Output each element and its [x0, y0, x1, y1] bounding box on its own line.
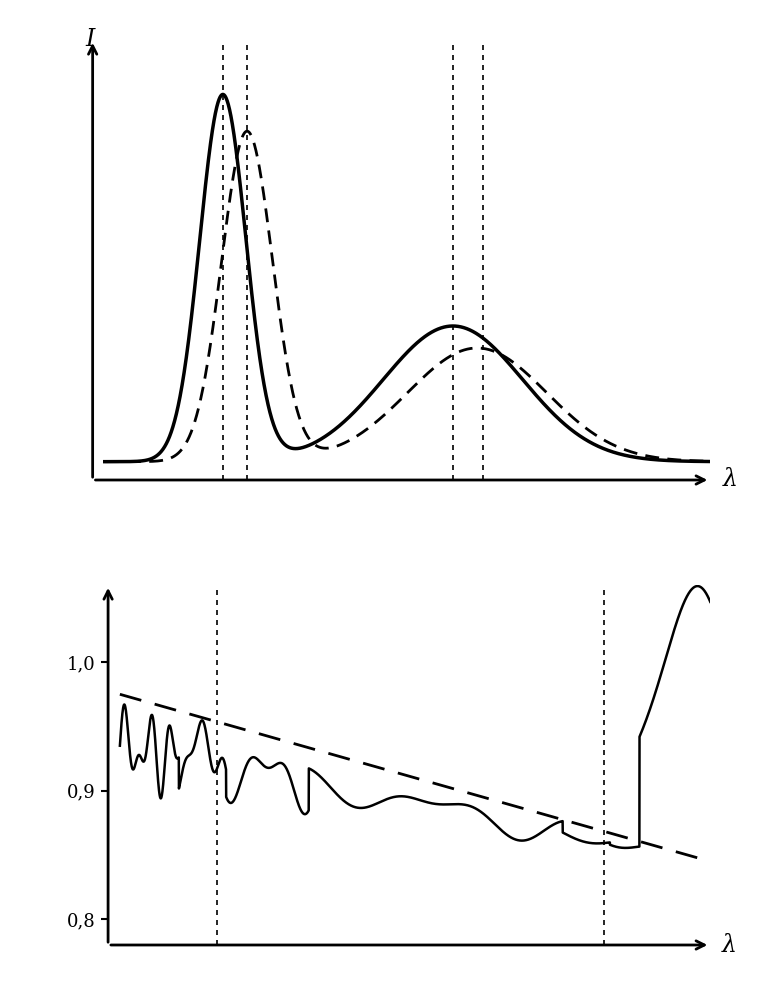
Text: I: I: [85, 28, 94, 51]
Text: λ: λ: [723, 468, 737, 491]
Text: λ: λ: [722, 934, 737, 956]
